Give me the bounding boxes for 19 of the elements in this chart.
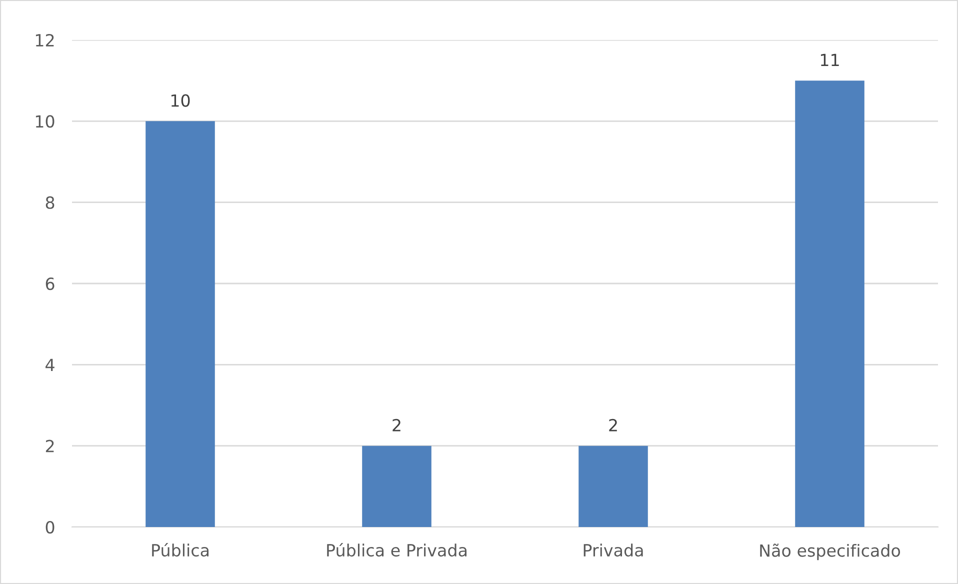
data-label: 2 — [609, 418, 617, 432]
y-tick-label: 6 — [46, 277, 54, 290]
y-tick-label: 12 — [36, 34, 54, 46]
y-tick-label: 0 — [46, 520, 54, 534]
y-tick-label: 4 — [46, 358, 54, 371]
y-tick-label: 10 — [36, 115, 54, 128]
x-tick-label: Pública — [152, 543, 209, 557]
bar — [578, 446, 648, 527]
y-tick-label: 2 — [46, 440, 54, 452]
x-tick-label: Pública e Privada — [327, 543, 466, 557]
data-label: 10 — [171, 94, 190, 107]
bar — [362, 446, 432, 527]
y-tick-label: 8 — [46, 196, 54, 209]
x-tick-label: Privada — [584, 544, 643, 557]
bar — [146, 121, 215, 527]
x-tick-label: Não especificado — [760, 544, 900, 560]
data-label: 11 — [820, 54, 839, 66]
data-label: 2 — [392, 418, 400, 432]
bar — [795, 80, 864, 527]
